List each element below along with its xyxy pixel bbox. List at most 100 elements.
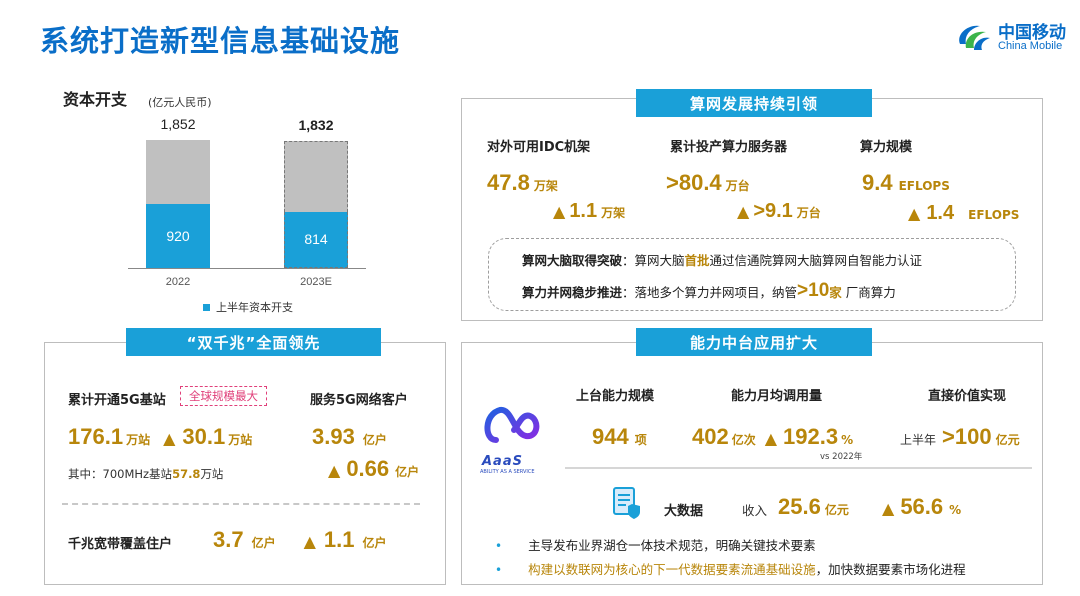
capex-category-label: 2022 xyxy=(165,276,191,288)
aaas-logo: AaaS ABILITY AS A SERVICE xyxy=(478,400,552,480)
broadband-unit: 亿户 xyxy=(251,536,276,550)
broadband-label: 千兆宽带覆盖住户 xyxy=(68,537,173,552)
up-triangle-icon: ▲ xyxy=(328,461,341,480)
note2-num: >10 xyxy=(797,280,830,301)
gigabit-panel-title: “双千兆”全面领先 xyxy=(126,328,381,356)
bigdata-income-label: 收入 xyxy=(742,503,768,518)
customer-delta-unit: 亿户 xyxy=(395,465,420,479)
page-title: 系统打造新型信息基础设施 xyxy=(40,24,401,58)
bigdata-unit: 亿元 xyxy=(824,503,849,517)
up-triangle-icon: ▲ xyxy=(908,204,921,223)
china-mobile-logo-icon xyxy=(959,25,990,50)
broadband-delta: 1.1 xyxy=(323,527,355,552)
capex-unit: (亿元人民币) xyxy=(148,96,212,109)
capex-bar-rest xyxy=(284,141,348,212)
platform-divider xyxy=(565,467,1032,469)
platform-bullet-2-text: ，加快数据要素市场化进程 xyxy=(815,562,966,577)
legend-label: 上半年资本开支 xyxy=(216,301,293,314)
platform-bullet-1-text: 主导发布业界湖仓一体技术规范，明确关键技术要素 xyxy=(528,538,816,553)
customer-delta-group: ▲ 0.66 亿户 xyxy=(328,456,419,482)
broadband-delta-unit: 亿户 xyxy=(362,536,387,550)
bs-sub-pre: 其中：700MHz基站 xyxy=(68,467,173,481)
server-delta-unit: 万台 xyxy=(796,206,821,220)
server-unit: 万台 xyxy=(725,179,750,193)
server-label: 累计投产算力服务器 xyxy=(670,140,788,155)
compute-note-1: 算网大脑取得突破：算网大脑首批通过信通院算网大脑算网自智能力认证 xyxy=(522,250,922,269)
platform-bullet-1: • 主导发布业界湖仓一体技术规范，明确关键技术要素 xyxy=(495,535,816,554)
platform-col3-value: >100 xyxy=(942,424,992,449)
bigdata-delta: 56.6 xyxy=(900,494,944,519)
bigdata-value-group: 25.6 亿元 xyxy=(778,494,849,520)
bs-delta-unit: 万站 xyxy=(228,433,253,447)
compute-panel-title: 算网发展持续引领 xyxy=(636,89,872,117)
server-value: >80.4 xyxy=(666,170,722,195)
server-delta: >9.1 xyxy=(753,200,793,222)
platform-col1-label: 上台能力规模 xyxy=(576,389,655,404)
note1-key: 算网大脑取得突破 xyxy=(522,253,623,268)
logo-cn-text: 中国移动 xyxy=(998,23,1066,43)
platform-bullet-2-highlight: 构建以数联网为核心的下一代数据要素流通基础设施 xyxy=(528,562,816,577)
compute-note-2: 算力并网稳步推进 ：落地多个算力并网项目，纳管 >10 家厂商算力 xyxy=(522,280,896,302)
customer-label: 服务5G网络客户 xyxy=(310,393,408,408)
capacity-value-group: 9.4 EFLOPS xyxy=(862,170,950,196)
legend-swatch xyxy=(203,303,210,311)
broadband-value: 3.7 xyxy=(213,527,244,552)
bigdata-delta-group: ▲ 56.6 % xyxy=(882,494,961,520)
broadband-value-group: 3.7 亿户 ▲ 1.1 亿户 xyxy=(213,527,387,553)
idc-delta-group: ▲ 1.1 万架 xyxy=(553,200,625,223)
capacity-label: 算力规模 xyxy=(860,140,913,155)
bs-label: 累计开通5G基站 xyxy=(68,393,166,408)
platform-col1-unit: 项 xyxy=(634,433,647,447)
bs-sub-note: 其中：700MHz基站57.8万站 xyxy=(68,466,223,482)
bs-delta: 30.1 xyxy=(182,424,226,449)
capacity-unit: EFLOPS xyxy=(898,179,950,193)
capacity-value: 9.4 xyxy=(862,170,893,195)
platform-col2-unit: 亿次 xyxy=(731,433,756,447)
bigdata-value: 25.6 xyxy=(778,494,821,519)
note2-key: 算力并网稳步推进 xyxy=(522,284,623,300)
note2-post: 厂商算力 xyxy=(845,284,896,300)
note1-post: 通过信通院算网大脑算网自智能力认证 xyxy=(709,253,923,268)
capex-heading: 资本开支 xyxy=(63,90,128,109)
platform-col2-delta-unit: % xyxy=(841,433,854,447)
aaas-infinity-icon xyxy=(484,407,540,443)
up-triangle-icon: ▲ xyxy=(303,532,316,551)
up-triangle-icon: ▲ xyxy=(764,429,778,448)
platform-col1-value-group: 944 项 xyxy=(592,424,647,450)
aaas-logo-sub: ABILITY AS A SERVICE xyxy=(480,469,535,475)
capex-category-label: 2023E xyxy=(300,276,332,288)
aaas-logo-text: AaaS xyxy=(482,454,523,469)
bullet-dot: • xyxy=(495,539,503,553)
capacity-delta: 1.4 xyxy=(926,202,955,224)
up-triangle-icon: ▲ xyxy=(553,202,566,221)
capex-total-label: 1,852 xyxy=(160,116,196,132)
server-value-group: >80.4 万台 xyxy=(666,170,750,196)
idc-label: 对外可用IDC机架 xyxy=(487,140,591,155)
compute-notes-box xyxy=(488,238,1016,311)
idc-value: 47.8 xyxy=(487,170,530,195)
note1-pre: ：算网大脑 xyxy=(622,253,685,268)
platform-col2-value: 402 xyxy=(692,424,729,449)
capex-bar-first-half: 920 xyxy=(146,204,210,268)
platform-col2-note: vs 2022年 xyxy=(820,452,863,462)
platform-panel-title: 能力中台应用扩大 xyxy=(636,328,872,356)
capex-legend: 上半年资本开支 xyxy=(203,299,293,315)
customer-value-group: 3.93 亿户 xyxy=(312,424,387,450)
idc-delta-unit: 万架 xyxy=(601,206,626,220)
bigdata-delta-unit: % xyxy=(949,503,962,517)
gigabit-divider xyxy=(62,503,420,505)
customer-unit: 亿户 xyxy=(362,433,387,447)
china-mobile-logo: 中国移动 China Mobile xyxy=(954,18,1072,62)
global-largest-badge: 全球规模最大 xyxy=(180,386,267,406)
note1-highlight: 首批 xyxy=(684,253,710,268)
platform-col2-value-group: 402 亿次 ▲ 192.3 % xyxy=(692,424,853,450)
bigdata-label: 大数据 xyxy=(664,504,704,519)
platform-bullet-2: • 构建以数联网为核心的下一代数据要素流通基础设施，加快数据要素市场化进程 xyxy=(495,559,966,578)
platform-col3-unit: 亿元 xyxy=(995,433,1020,447)
capex-bar-chart: 920 1,852 2022 814 1,832 2023E xyxy=(110,110,400,320)
bullet-dot: • xyxy=(495,563,503,577)
bs-sub-unit: 万站 xyxy=(200,467,224,481)
capex-x-axis xyxy=(128,268,366,269)
capacity-delta-unit: EFLOPS xyxy=(968,208,1020,222)
capex-bar-rest xyxy=(146,140,210,205)
